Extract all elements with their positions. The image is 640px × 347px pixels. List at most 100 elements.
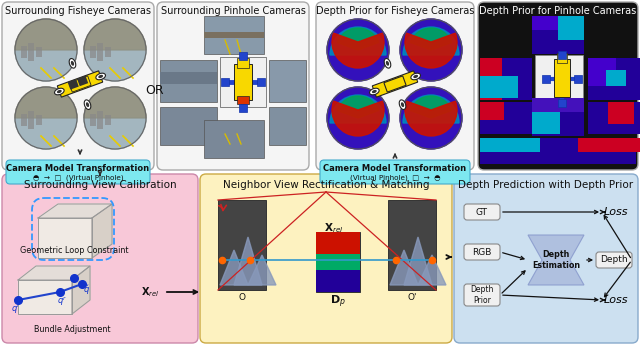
FancyBboxPatch shape (200, 174, 452, 343)
FancyBboxPatch shape (596, 252, 632, 268)
Circle shape (400, 87, 462, 149)
Ellipse shape (99, 75, 103, 78)
Bar (97, 43, 103, 61)
Circle shape (400, 19, 462, 81)
Bar (239, 52, 247, 60)
Bar (532, 16, 584, 54)
Text: OR: OR (146, 84, 164, 96)
FancyBboxPatch shape (157, 2, 309, 170)
Bar (316, 254, 360, 270)
Bar (608, 102, 634, 124)
Bar (221, 78, 229, 86)
Wedge shape (15, 19, 77, 50)
Polygon shape (248, 255, 276, 285)
Ellipse shape (86, 102, 89, 107)
Wedge shape (332, 101, 384, 136)
Bar (160, 107, 217, 145)
Wedge shape (84, 50, 146, 81)
Bar (316, 270, 360, 292)
Ellipse shape (401, 102, 404, 107)
Bar (532, 98, 584, 136)
Polygon shape (72, 266, 90, 314)
Bar (237, 58, 249, 68)
Polygon shape (68, 79, 79, 90)
Bar (480, 58, 532, 100)
Text: $q^r$: $q^r$ (57, 294, 67, 308)
Wedge shape (84, 118, 146, 149)
Bar (269, 60, 306, 102)
Bar (218, 200, 266, 290)
Text: Camera Model Transformation: Camera Model Transformation (323, 163, 467, 172)
Text: Loss: Loss (604, 207, 628, 217)
Wedge shape (410, 28, 452, 50)
Text: Depth
Estimation: Depth Estimation (532, 250, 580, 270)
Bar (28, 111, 34, 129)
Bar (237, 96, 249, 104)
FancyBboxPatch shape (2, 174, 198, 343)
Polygon shape (57, 71, 103, 97)
Ellipse shape (57, 90, 61, 93)
Text: Surrounding View Calibration: Surrounding View Calibration (24, 180, 176, 190)
Bar (36, 47, 42, 57)
Polygon shape (69, 76, 91, 92)
Text: Depth Prior for Pinhole Cameras: Depth Prior for Pinhole Cameras (479, 6, 637, 16)
Bar (532, 16, 584, 30)
Polygon shape (92, 204, 112, 258)
Bar (588, 58, 616, 86)
Bar (204, 32, 264, 38)
Ellipse shape (71, 61, 74, 66)
Bar (220, 57, 266, 107)
FancyBboxPatch shape (454, 174, 638, 343)
Bar (480, 138, 636, 164)
Bar (90, 46, 96, 58)
Bar (578, 138, 640, 152)
Text: Depth: Depth (600, 255, 628, 264)
Text: $\mathbf{X}_{rel}$: $\mathbf{X}_{rel}$ (324, 221, 344, 235)
Bar (316, 232, 360, 292)
Ellipse shape (384, 59, 391, 68)
Bar (532, 98, 584, 112)
Polygon shape (234, 237, 262, 285)
FancyBboxPatch shape (464, 204, 500, 220)
Wedge shape (332, 33, 384, 68)
Wedge shape (330, 27, 386, 55)
Bar (90, 114, 96, 126)
Wedge shape (84, 19, 146, 50)
Polygon shape (18, 280, 72, 314)
FancyBboxPatch shape (464, 244, 500, 260)
Text: Depth
Prior: Depth Prior (470, 285, 493, 305)
Bar (105, 115, 111, 125)
Ellipse shape (411, 73, 420, 80)
Bar (234, 64, 252, 100)
Circle shape (84, 87, 146, 149)
Ellipse shape (386, 61, 389, 66)
Bar (204, 120, 264, 158)
Bar (480, 102, 504, 120)
Bar (269, 107, 306, 145)
Text: $\mathbf{D}_p$: $\mathbf{D}_p$ (330, 294, 346, 310)
Text: $q^l$: $q^l$ (12, 302, 20, 316)
Text: Depth Prediction with Depth Prior: Depth Prediction with Depth Prior (458, 180, 634, 190)
Text: O': O' (407, 294, 417, 303)
Ellipse shape (413, 75, 418, 78)
Bar (554, 59, 570, 97)
Wedge shape (405, 101, 457, 136)
FancyBboxPatch shape (464, 284, 500, 306)
Text: GT: GT (476, 208, 488, 217)
Text: Surrounding Fisheye Cameras: Surrounding Fisheye Cameras (5, 6, 151, 16)
Bar (535, 55, 583, 101)
Ellipse shape (372, 90, 377, 93)
Bar (160, 72, 217, 84)
Ellipse shape (84, 100, 91, 110)
Circle shape (327, 87, 389, 149)
Bar (36, 115, 42, 125)
Text: ◓  →  □  (Virtual Pinhole): ◓ → □ (Virtual Pinhole) (33, 175, 124, 181)
Polygon shape (390, 250, 418, 285)
Bar (204, 16, 264, 54)
Bar (480, 102, 532, 134)
Text: Neighbor View Rectification & Matching: Neighbor View Rectification & Matching (223, 180, 429, 190)
Ellipse shape (96, 73, 106, 80)
Bar (532, 112, 560, 134)
FancyBboxPatch shape (316, 2, 474, 170)
Wedge shape (15, 50, 77, 81)
